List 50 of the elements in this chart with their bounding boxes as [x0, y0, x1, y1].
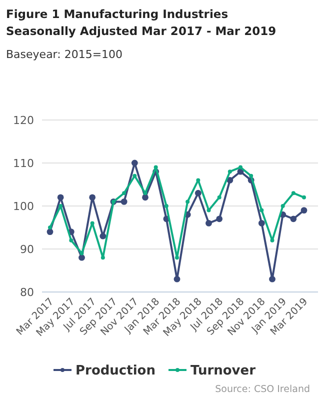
point	[228, 170, 232, 174]
point	[216, 216, 223, 222]
point	[206, 220, 212, 226]
point	[46, 228, 54, 235]
point	[290, 216, 297, 222]
point	[238, 165, 242, 170]
point	[300, 207, 308, 214]
point	[90, 221, 94, 226]
point	[196, 178, 200, 182]
y-tick-label: 120	[13, 114, 34, 127]
y-tick-label: 110	[13, 157, 34, 170]
y-tick-label: 90	[20, 243, 34, 256]
legend-label: Turnover	[190, 364, 256, 378]
point	[269, 276, 276, 282]
point	[100, 256, 105, 260]
point	[69, 238, 74, 242]
point	[58, 204, 63, 208]
point	[291, 191, 296, 196]
y-tick-label: 100	[13, 200, 34, 213]
point	[280, 204, 285, 208]
point	[206, 208, 211, 212]
point	[258, 220, 265, 226]
point	[100, 232, 106, 240]
point	[122, 191, 126, 196]
point	[132, 174, 137, 178]
point	[260, 208, 264, 212]
y-tick-label: 80	[20, 286, 34, 299]
chart-subtitle: Baseyear: 2015=100	[6, 48, 123, 61]
point	[270, 238, 274, 242]
point	[80, 251, 84, 256]
chart-title: Figure 1 Manufacturing Industries Seasonally Adjusted Mar 2017 - Mar 2019	[6, 7, 276, 38]
point	[48, 226, 52, 230]
point	[143, 191, 148, 196]
point	[131, 160, 138, 166]
point	[302, 195, 306, 200]
point	[164, 204, 168, 208]
source-note: Source: CSO Ireland	[215, 384, 310, 395]
point	[57, 194, 64, 201]
point	[78, 254, 85, 261]
point	[142, 194, 148, 201]
point	[186, 200, 190, 204]
point	[175, 256, 179, 260]
point	[89, 194, 96, 201]
point	[194, 190, 202, 196]
point	[154, 165, 158, 170]
point	[120, 198, 128, 205]
point	[217, 195, 222, 200]
point	[249, 174, 254, 178]
point	[174, 276, 180, 282]
legend-label: Production	[76, 364, 156, 378]
